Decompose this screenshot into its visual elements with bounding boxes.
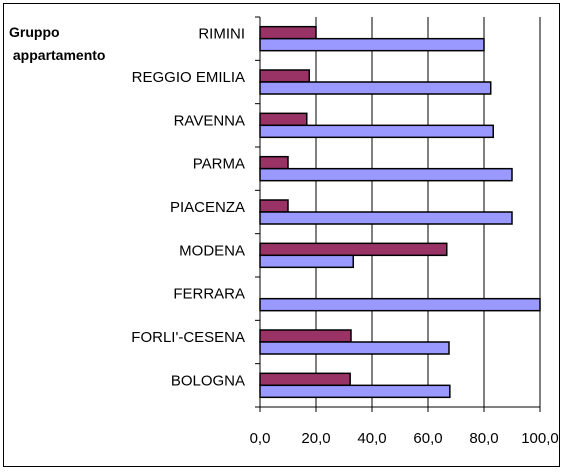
bar-s2-rimini [259,37,485,52]
category-label-modena: MODENA [179,242,245,259]
category-label-rimini: RIMINI [198,26,245,43]
bar-s1-forli-cesena [259,329,352,343]
axes [255,16,541,412]
bar-s2-piacenza [259,211,513,225]
x-tick-label-0: 0,0 [250,430,271,447]
category-label-bologna: BOLOGNA [171,372,245,389]
x-tick-label-1: 20,0 [301,430,330,447]
bar-s2-bologna [259,384,451,399]
bar-s1-rimini [259,25,317,40]
labels: RIMINI REGGIO EMILIA RAVENNA PARMA PIACENZA M… [131,26,558,447]
category-label-ravenna: RAVENNA [174,112,245,129]
x-tick-label-3: 60,0 [413,430,442,447]
chart-frame [3,3,560,467]
category-label-forli-cesena: FORLI'-CESENA [131,329,245,346]
bar-s1-modena [259,242,448,257]
category-label-reggio-emilia: REGGIO EMILIA [132,69,245,86]
chart-title: Gruppo appartamento [9,24,106,63]
category-label-piacenza: PIACENZA [170,199,245,216]
bar-s2-parma [259,167,513,182]
bar-s1-ravenna [259,112,308,127]
bar-s2-modena [259,254,354,269]
x-tick-label-4: 80,0 [469,430,498,447]
bar-s1-piacenza [259,199,289,213]
category-label-parma: PARMA [193,156,245,173]
x-tick-label-5: 100,0 [521,430,559,447]
category-label-ferrara: FERRARA [173,286,245,303]
bar-s1-bologna [259,372,351,387]
bar-s2-forli-cesena [259,341,450,355]
x-tick-label-2: 40,0 [357,430,386,447]
bar-s2-ferrara [259,297,541,312]
bar-s1-parma [259,155,289,170]
bar-s2-reggio-emilia [259,81,492,95]
bars [259,25,541,399]
bar-s2-ravenna [259,124,494,139]
bar-s1-reggio-emilia [259,69,311,83]
